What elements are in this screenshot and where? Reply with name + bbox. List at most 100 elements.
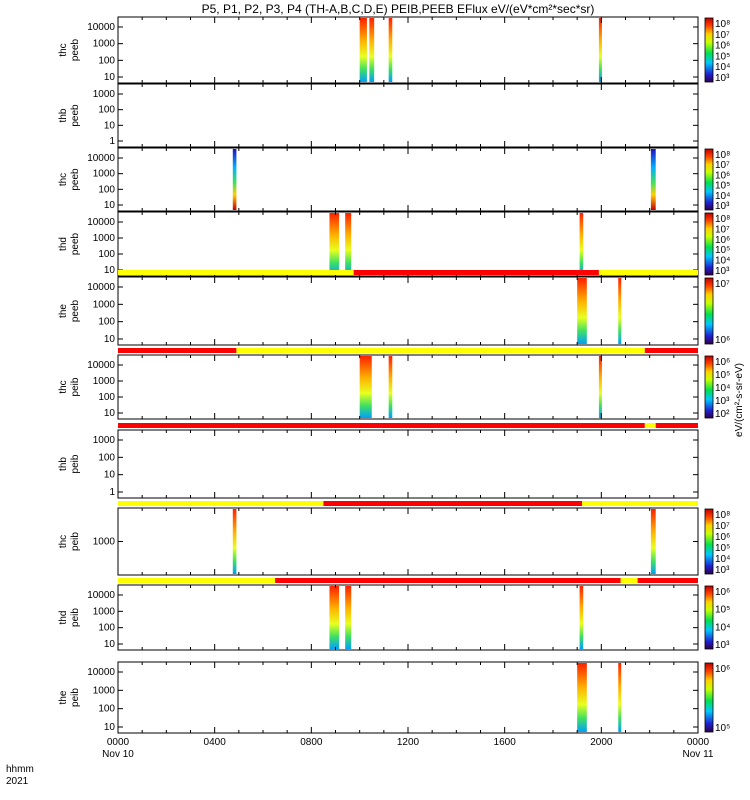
y-tick-label: 1000 bbox=[93, 233, 116, 244]
colorbar: 10⁶ 10⁵ 10⁴ 10³ 10² bbox=[704, 355, 730, 420]
colorbar-title: eV/(cm²-s-sr-eV) bbox=[734, 363, 745, 437]
colorbar-gradient bbox=[704, 212, 714, 276]
panel-6-thc-peib: 10000 1000 100 10 thc peib 10⁶ 10⁵ 10⁴ 10³ 10² bbox=[58, 348, 730, 420]
panel-probe-label: thb bbox=[58, 108, 69, 122]
colorbar: 10⁶ 10⁵ 10⁴ 10³ bbox=[704, 585, 730, 651]
mode-bar-segment bbox=[637, 578, 698, 583]
y-tick-label: 100 bbox=[98, 623, 115, 634]
mode-bar-segment bbox=[236, 348, 645, 353]
time-tick-label: 0800 bbox=[300, 737, 323, 748]
panel-7-thb-peib: 1000 100 10 1 thb peib bbox=[58, 423, 699, 499]
mode-bar-segment bbox=[598, 270, 698, 275]
time-tick-label: 2000 bbox=[590, 737, 613, 748]
panel-frame bbox=[117, 429, 699, 499]
y-tick-label: 1000 bbox=[93, 376, 116, 387]
panel-product-label: peib bbox=[70, 377, 81, 396]
colorbar-label: 10⁷ bbox=[715, 160, 730, 171]
mode-bar-segment bbox=[118, 348, 237, 353]
mode-bar-segment bbox=[118, 270, 354, 275]
colorbar-label: 10⁸ bbox=[715, 150, 730, 161]
panel-product-label: peeb bbox=[70, 38, 81, 61]
mode-bar-segment bbox=[655, 423, 698, 428]
colorbar-label: 10⁴ bbox=[715, 256, 730, 267]
spectrogram-interval bbox=[579, 213, 584, 275]
y-tick-label: 100 bbox=[98, 249, 115, 260]
mode-bar-segment bbox=[582, 501, 698, 506]
colorbar-label: 10⁵ bbox=[715, 370, 730, 381]
y-tick-label: 1000 bbox=[93, 685, 116, 696]
panel-label: thd peeb bbox=[58, 232, 81, 255]
colorbar-label: 10⁷ bbox=[715, 30, 730, 41]
spectrogram-interval bbox=[650, 509, 656, 574]
panel-frame bbox=[117, 147, 699, 212]
spectrogram-interval bbox=[618, 663, 622, 732]
spectrogram-interval bbox=[388, 18, 393, 82]
y-tick-label: 10000 bbox=[87, 153, 115, 164]
colorbar-gradient bbox=[704, 585, 714, 650]
spectrogram-interval bbox=[359, 18, 367, 82]
y-tick-label: 10 bbox=[104, 408, 116, 419]
panel-probe-label: the bbox=[58, 690, 69, 704]
colorbar-label: 10⁴ bbox=[715, 383, 730, 394]
panel-frame bbox=[117, 354, 699, 420]
y-tick-label: 1000 bbox=[93, 606, 116, 617]
time-tick-label: 0000 bbox=[107, 737, 130, 748]
panel-2-thb-peeb: 1000 100 10 1 thb peeb bbox=[58, 83, 699, 148]
y-tick-label: 100 bbox=[98, 317, 115, 328]
panel-label: thc peib bbox=[58, 377, 81, 396]
panel-label: thc peeb bbox=[58, 38, 81, 61]
colorbar: 10⁷ 10⁶ bbox=[704, 277, 730, 346]
panel-probe-label: thd bbox=[58, 611, 69, 625]
spectrogram-interval bbox=[577, 278, 587, 344]
colorbar-label: 10⁴ bbox=[715, 62, 730, 73]
y-tick-label: 1000 bbox=[93, 435, 116, 446]
y-tick-label: 10000 bbox=[87, 667, 115, 678]
colorbar-gradient bbox=[704, 508, 714, 575]
spectrogram-interval bbox=[618, 278, 622, 344]
colorbar-gradient bbox=[704, 17, 714, 83]
time-tick-label: 1600 bbox=[494, 737, 517, 748]
spectrogram-interval bbox=[232, 509, 237, 574]
y-tick-label: 10 bbox=[104, 334, 116, 345]
spectrogram-interval bbox=[577, 663, 587, 732]
mode-bar-segment bbox=[644, 423, 656, 428]
y-tick-label: 100 bbox=[98, 105, 115, 116]
panel-product-label: peeb bbox=[70, 168, 81, 191]
panel-probe-label: thc bbox=[58, 535, 69, 548]
panel-product-label: peib bbox=[70, 608, 81, 627]
panel-label: thb peeb bbox=[58, 104, 81, 127]
spectrogram-interval bbox=[345, 586, 352, 649]
colorbar-label: 10⁷ bbox=[715, 279, 730, 290]
mode-bar-segment bbox=[620, 578, 638, 583]
colorbar-label: 10³ bbox=[715, 565, 730, 576]
panel-product-label: peeb bbox=[70, 299, 81, 322]
panel-frame bbox=[117, 83, 699, 148]
colorbar-title-text: eV/(cm²-s-sr-eV) bbox=[734, 363, 745, 437]
colorbar-label: 10⁶ bbox=[715, 664, 730, 675]
panel-frame bbox=[117, 661, 699, 734]
colorbar-label: 10² bbox=[715, 409, 730, 420]
mode-bar-segment bbox=[323, 501, 582, 506]
panel-probe-label: thd bbox=[58, 237, 69, 251]
spectrogram-interval bbox=[579, 586, 584, 649]
colorbar-label: 10⁵ bbox=[715, 181, 730, 192]
panel-label: thc peeb bbox=[58, 168, 81, 191]
colorbar-label: 10⁷ bbox=[715, 224, 730, 235]
colorbar-label: 10⁶ bbox=[715, 587, 730, 598]
time-axis: hhmm 2021 0000 0400 0800 1200 1600 2000 0000No… bbox=[6, 737, 714, 787]
panel-probe-label: thc bbox=[58, 173, 69, 186]
y-tick-label: 10000 bbox=[87, 22, 115, 33]
y-tick-label: 10 bbox=[104, 72, 116, 83]
panel-label: the peeb bbox=[58, 299, 81, 322]
y-tick-label: 1000 bbox=[93, 537, 116, 548]
panel-product-label: peib bbox=[70, 688, 81, 707]
y-tick-label: 100 bbox=[98, 704, 115, 715]
mode-bar-segment bbox=[275, 578, 621, 583]
colorbar-label: 10⁴ bbox=[715, 622, 730, 633]
colorbar-label: 10³ bbox=[715, 640, 730, 651]
panel-frame bbox=[117, 211, 699, 277]
colorbar-label: 10⁵ bbox=[715, 245, 730, 256]
